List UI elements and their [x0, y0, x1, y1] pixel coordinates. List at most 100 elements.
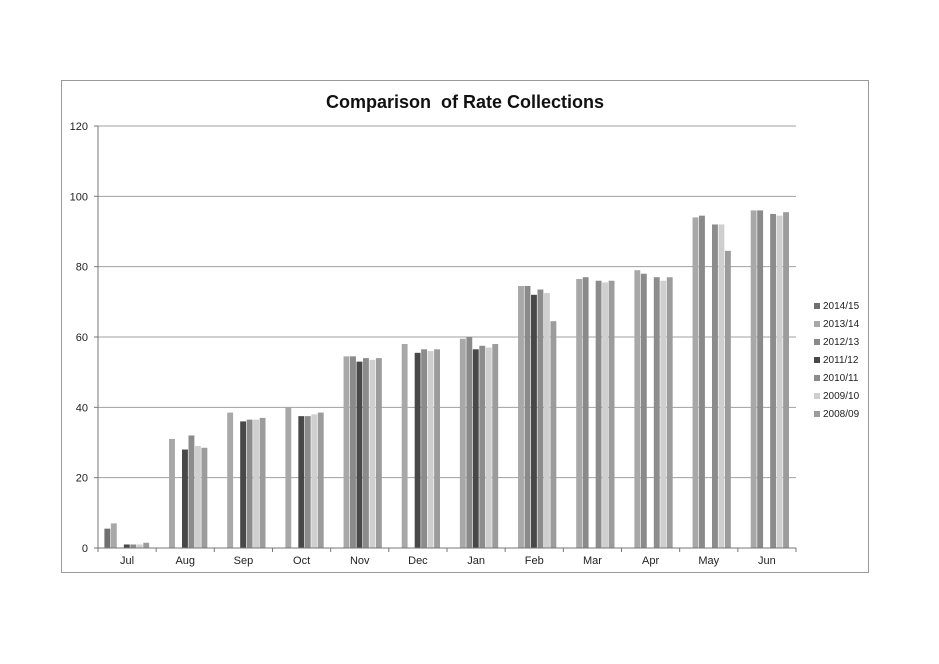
y-tick-labels: 0 20 40 60 80 100 120 [70, 121, 88, 555]
bar-2008-09-aug [201, 447, 208, 548]
x-tick-label: Feb [525, 555, 544, 567]
bar-2010-11-jan [479, 345, 486, 548]
x-tick-label: Jan [467, 555, 485, 567]
bar-2008-09-sep [259, 417, 266, 548]
chart-title: Comparison of Rate Collections [326, 92, 604, 112]
bar-2008-09-nov [375, 358, 382, 548]
bar-2014-15-jul [104, 528, 111, 548]
legend-label: 2009/10 [823, 391, 860, 402]
bar-2013-14-jul [110, 523, 117, 548]
y-tick-label: 120 [70, 121, 88, 133]
bar-2013-14-apr [634, 270, 641, 548]
y-tick-label: 40 [76, 402, 88, 414]
legend-swatch [814, 393, 820, 399]
bar-2011-12-jan [472, 349, 479, 548]
legend-swatch [814, 321, 820, 327]
bar-2013-14-aug [169, 438, 175, 548]
y-tick-label: 100 [70, 191, 88, 203]
chart-frame: Comparison of Rate Collections 0 20 40 60 80… [61, 80, 869, 573]
x-tick-label: May [698, 555, 719, 567]
x-tick-label: Sep [234, 555, 254, 567]
bar-2008-09-jan [492, 344, 499, 548]
axes [94, 125, 797, 552]
legend-swatch [814, 375, 820, 381]
bar-2010-11-oct [304, 416, 311, 549]
bar-2011-12-aug [182, 449, 188, 548]
bar-2011-12-sep [240, 421, 247, 548]
y-tick-label: 80 [76, 262, 88, 274]
bar-2008-09-may [724, 250, 731, 548]
bar-2009-10-feb [543, 293, 550, 548]
bar-2013-14-feb [518, 286, 524, 548]
bar-2012-13-feb [524, 286, 531, 548]
bars [104, 210, 789, 549]
bar-2011-12-nov [356, 361, 363, 548]
bar-2010-11-jul [130, 544, 137, 548]
legend-label: 2011/12 [823, 355, 859, 366]
bar-2010-11-mar [595, 280, 602, 548]
y-tick-label: 20 [76, 473, 88, 485]
bar-2013-14-may [692, 217, 699, 548]
bar-2012-13-jun [757, 210, 764, 548]
x-tick-label: Mar [583, 555, 602, 567]
bar-2011-12-dec [414, 352, 421, 548]
gridlines [98, 125, 796, 479]
legend-swatch [814, 303, 820, 309]
x-tick-label: Jun [758, 555, 776, 567]
x-tick-labels: Jul Aug Sep Oct Nov Dec Jan Feb Mar Apr May Jun [120, 555, 776, 567]
legend-label: 2013/14 [823, 319, 860, 330]
y-tick-label: 0 [82, 543, 88, 555]
bar-2013-14-dec [401, 344, 408, 548]
bar-2010-11-jun [770, 213, 777, 549]
x-tick-label: Nov [350, 555, 370, 567]
bar-2012-13-mar [582, 277, 589, 548]
bar-2011-12-jul [123, 544, 130, 548]
bar-2012-13-apr [640, 273, 647, 548]
bar-2009-10-apr [660, 280, 667, 548]
bar-2009-10-aug [194, 446, 201, 548]
legend-label: 2014/15 [823, 301, 860, 312]
bar-2013-14-mar [576, 278, 583, 548]
bar-2008-09-jun [783, 212, 789, 548]
bar-2010-11-aug [188, 435, 195, 548]
bar-2008-09-mar [608, 280, 615, 548]
bar-2008-09-feb [550, 321, 557, 548]
bar-2008-09-oct [317, 412, 324, 548]
bar-2009-10-oct [311, 414, 318, 548]
bar-2010-11-nov [362, 358, 369, 548]
bar-2013-14-jun [750, 210, 757, 548]
bar-2010-11-may [711, 224, 718, 548]
bar-2011-12-feb [531, 294, 537, 548]
x-tick-label: Oct [293, 555, 310, 567]
bar-2009-10-sep [253, 419, 260, 548]
bar-2010-11-feb [537, 289, 544, 548]
x-tick-label: Dec [408, 555, 428, 567]
bar-2009-10-nov [369, 359, 376, 548]
bar-2012-13-may [699, 215, 705, 548]
legend-swatch [814, 339, 820, 345]
bar-2009-10-jun [776, 215, 783, 548]
legend-label: 2010/11 [823, 373, 859, 384]
bar-2012-13-jan [466, 337, 473, 548]
bar-2010-11-sep [246, 419, 253, 548]
bar-2013-14-nov [343, 356, 350, 548]
legend-swatch [814, 411, 820, 417]
bar-2008-09-apr [666, 277, 673, 548]
y-tick-label: 60 [76, 332, 88, 344]
bar-2010-11-dec [421, 349, 428, 548]
x-tick-label: Aug [175, 555, 195, 567]
legend: 2014/15 2013/14 2012/13 2011/12 2010/11 2009/… [814, 301, 860, 420]
rate-collections-chart: Comparison of Rate Collections 0 20 40 60 80… [70, 92, 860, 567]
bar-2009-10-dec [427, 351, 434, 548]
bar-2011-12-oct [298, 416, 305, 549]
bar-2008-09-jul [143, 542, 150, 548]
x-tick-label: Jul [120, 555, 134, 567]
bar-2013-14-oct [285, 407, 292, 548]
bar-2009-10-may [718, 224, 725, 548]
bar-2013-14-sep [227, 412, 234, 548]
bar-2009-10-mar [602, 282, 609, 548]
legend-label: 2012/13 [823, 337, 860, 348]
bar-2009-10-jan [485, 347, 492, 548]
bar-2013-14-jan [459, 338, 466, 548]
legend-label: 2008/09 [823, 409, 860, 420]
